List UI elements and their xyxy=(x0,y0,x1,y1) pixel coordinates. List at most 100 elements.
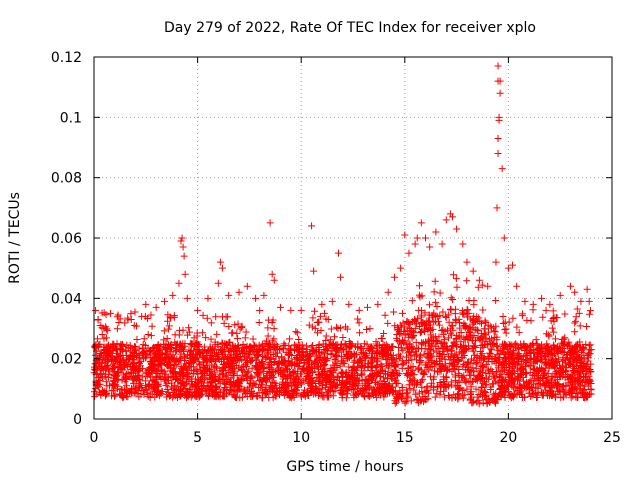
data-point xyxy=(347,342,355,350)
data-point xyxy=(442,343,450,351)
data-point xyxy=(452,383,460,391)
data-point xyxy=(211,369,219,377)
data-point xyxy=(576,338,584,346)
data-point xyxy=(562,366,570,374)
data-point xyxy=(215,377,223,385)
data-point xyxy=(231,321,239,329)
data-point xyxy=(560,388,568,396)
data-point xyxy=(322,355,330,363)
data-point xyxy=(91,392,99,400)
data-point xyxy=(433,389,441,397)
data-point xyxy=(466,371,474,379)
data-point xyxy=(339,380,347,388)
data-point xyxy=(254,371,262,379)
data-point xyxy=(115,352,123,360)
data-point xyxy=(443,367,451,375)
data-point xyxy=(268,373,276,381)
data-point xyxy=(210,362,218,370)
data-point xyxy=(523,378,531,386)
data-point xyxy=(315,341,323,349)
data-point xyxy=(363,351,371,359)
data-point xyxy=(407,369,415,377)
data-point xyxy=(343,354,351,362)
data-point xyxy=(439,347,447,355)
data-point xyxy=(450,356,458,364)
chart-title: Day 279 of 2022, Rate Of TEC Index for r… xyxy=(164,20,536,36)
data-point xyxy=(551,369,559,377)
data-point xyxy=(163,361,171,369)
data-point xyxy=(506,360,514,368)
data-point xyxy=(318,349,326,357)
data-point xyxy=(98,386,106,394)
data-point xyxy=(554,376,562,384)
data-point-outlier xyxy=(513,282,521,290)
data-point-outlier xyxy=(484,282,492,290)
data-point xyxy=(492,296,500,304)
data-point xyxy=(173,341,181,349)
data-point xyxy=(338,368,346,376)
data-point xyxy=(505,378,513,386)
data-point-outlier xyxy=(115,318,123,326)
data-point xyxy=(537,347,545,355)
data-point xyxy=(582,340,590,348)
data-point-outlier xyxy=(432,228,440,236)
data-point xyxy=(426,346,434,354)
data-point xyxy=(464,306,472,314)
data-point xyxy=(546,387,554,395)
data-point xyxy=(509,347,517,355)
x-tick-labels: 0 5 10 15 20 25 xyxy=(90,430,621,446)
data-point xyxy=(564,379,572,387)
x-tick-label: 5 xyxy=(193,430,202,446)
data-point xyxy=(160,336,168,344)
data-point xyxy=(218,350,226,358)
data-point-outlier xyxy=(538,294,546,302)
data-point xyxy=(545,380,553,388)
data-point xyxy=(487,345,495,353)
data-point xyxy=(295,375,303,383)
data-point xyxy=(506,342,514,350)
data-point-outlier xyxy=(260,291,268,299)
data-point xyxy=(436,388,444,396)
data-point xyxy=(369,347,377,355)
data-point xyxy=(475,396,483,404)
data-point xyxy=(559,340,567,348)
data-point xyxy=(205,365,213,373)
data-point xyxy=(357,387,365,395)
data-point xyxy=(384,342,392,350)
data-point xyxy=(209,355,217,363)
data-point xyxy=(218,339,226,347)
data-point xyxy=(154,368,162,376)
data-point xyxy=(111,372,119,380)
data-point xyxy=(145,381,153,389)
data-point-outlier xyxy=(183,294,191,302)
data-point xyxy=(395,350,403,358)
data-point xyxy=(450,339,458,347)
data-point xyxy=(518,310,526,318)
data-point xyxy=(216,367,224,375)
data-point xyxy=(572,393,580,401)
data-point xyxy=(388,388,396,396)
data-point xyxy=(264,332,272,340)
data-point xyxy=(313,352,321,360)
x-tick-label: 0 xyxy=(90,430,99,446)
data-point xyxy=(487,385,495,393)
data-point xyxy=(234,335,242,343)
data-point xyxy=(397,344,405,352)
data-point xyxy=(427,351,435,359)
data-point xyxy=(571,328,579,336)
data-point xyxy=(130,321,138,329)
data-point xyxy=(207,335,215,343)
data-point xyxy=(372,340,380,348)
data-point xyxy=(461,335,469,343)
data-point xyxy=(100,343,108,351)
data-point xyxy=(570,384,578,392)
data-point xyxy=(128,373,136,381)
data-point xyxy=(265,394,273,402)
data-point xyxy=(166,391,174,399)
data-point xyxy=(179,326,187,334)
data-point xyxy=(388,383,396,391)
data-point xyxy=(238,367,246,375)
data-point xyxy=(109,364,117,372)
data-point xyxy=(585,349,593,357)
data-point xyxy=(133,363,141,371)
